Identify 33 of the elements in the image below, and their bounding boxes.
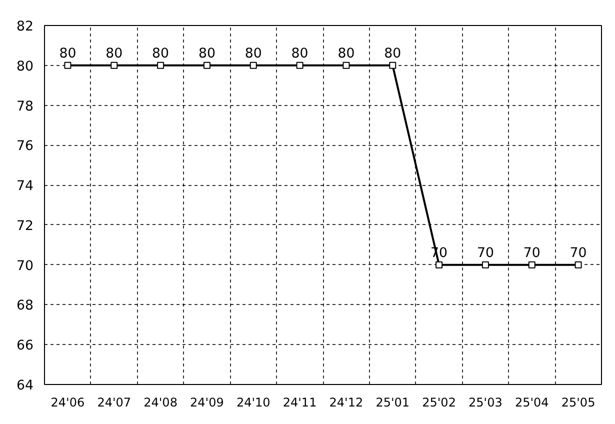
y-tick-label: 64 <box>16 378 34 394</box>
data-label: 80 <box>59 46 76 62</box>
data-label: 70 <box>523 246 540 261</box>
data-label: 70 <box>570 246 587 261</box>
x-tick-label: 24'08 <box>144 396 178 410</box>
x-tick-label: 24'10 <box>236 396 270 410</box>
x-tick-label: 25'01 <box>376 396 410 410</box>
data-label: 80 <box>106 46 123 62</box>
x-tick-label: 24'12 <box>329 396 364 410</box>
y-tick-label: 66 <box>16 338 34 354</box>
data-label: 70 <box>476 246 494 261</box>
data-label: 80 <box>198 46 216 62</box>
y-tick-label: 82 <box>16 20 34 34</box>
data-label: 80 <box>338 46 355 62</box>
x-tick-label: 24'09 <box>190 396 224 410</box>
y-tick-label: 76 <box>16 139 34 154</box>
data-label: 80 <box>152 46 170 62</box>
x-tick-label: 24'07 <box>97 396 132 410</box>
x-tick-label: 25'05 <box>561 396 596 410</box>
x-tick-label: 25'04 <box>514 396 549 410</box>
data-label: 80 <box>384 46 402 62</box>
data-label: 80 <box>244 46 262 62</box>
y-tick-label: 78 <box>16 99 34 114</box>
y-tick-label: 80 <box>16 59 34 74</box>
y-tick-label: 74 <box>16 179 34 194</box>
y-tick-label: 70 <box>16 258 34 274</box>
x-tick-label: 24'11 <box>282 396 317 410</box>
x-tick-label: 25'03 <box>468 396 502 410</box>
x-tick-label: 25'02 <box>422 396 456 410</box>
y-tick-label: 72 <box>16 218 34 234</box>
x-tick-label: 24'06 <box>50 396 85 410</box>
data-label: 80 <box>291 46 308 62</box>
y-tick-label: 68 <box>16 298 34 314</box>
